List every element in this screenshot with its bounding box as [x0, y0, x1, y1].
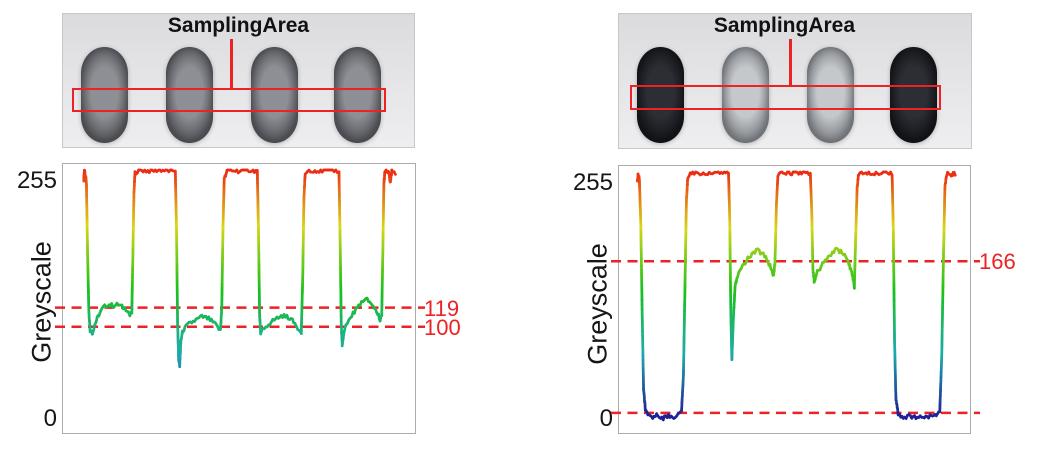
sample-image-right: SamplingArea — [618, 13, 972, 149]
sampling-area-label: SamplingArea — [167, 14, 310, 37]
sampling-area-rect — [72, 88, 386, 112]
capsule-mid — [81, 47, 128, 143]
pointer-line — [230, 39, 233, 89]
capsule-light — [722, 47, 769, 143]
capsule-light — [807, 47, 854, 143]
greyscale-trace — [82, 168, 397, 369]
y-tick-0: 0 — [43, 405, 57, 432]
pointer-line — [789, 39, 792, 86]
y-axis-label: Greyscale — [26, 241, 57, 363]
ref-line-label: 100 — [424, 314, 461, 340]
ref-line-label: 119 — [424, 295, 460, 321]
y-tick-255: 255 — [16, 167, 57, 194]
capsule-mid — [334, 47, 381, 143]
sampling-area-rect — [630, 85, 941, 110]
sample-image-left: SamplingArea — [62, 13, 415, 148]
greyscale-chart-right: 255 0 Greyscale 166 — [573, 165, 1016, 434]
capsule-dark — [890, 47, 937, 143]
capsule-dark — [637, 47, 684, 143]
greyscale-profile-plot — [55, 168, 425, 369]
y-axis-label: Greyscale — [582, 243, 613, 365]
ref-line-label: 166 — [979, 249, 1016, 275]
y-tick-255: 255 — [572, 169, 613, 196]
greyscale-trace — [635, 170, 957, 422]
capsule-mid — [166, 47, 213, 143]
greyscale-chart-left: 255 0 Greyscale 119 100 — [17, 163, 461, 434]
capsule-row — [619, 14, 971, 148]
capsule-mid — [251, 47, 298, 143]
capsule-row — [63, 14, 414, 147]
y-tick-0: 0 — [599, 405, 613, 432]
sampling-area-label: SamplingArea — [713, 14, 856, 37]
greyscale-profile-plot — [611, 170, 980, 422]
